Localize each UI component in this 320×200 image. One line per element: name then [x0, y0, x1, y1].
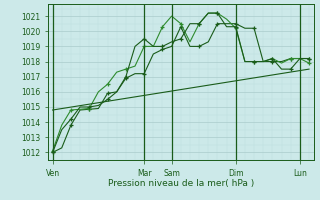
X-axis label: Pression niveau de la mer( hPa ): Pression niveau de la mer( hPa ): [108, 179, 254, 188]
